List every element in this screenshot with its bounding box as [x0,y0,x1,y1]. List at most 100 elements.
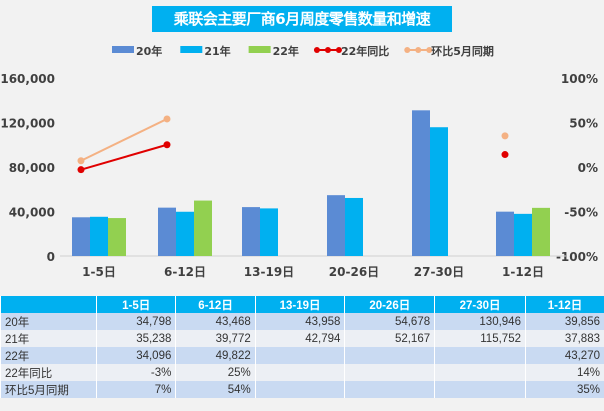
legend-marker [324,47,331,53]
legend-item: 22年同比 [313,44,389,58]
bar-21年 [430,127,448,257]
bar-20年 [412,110,430,257]
table-cell: 25% [175,364,256,381]
point-环比5月同期 [163,115,171,123]
column-header: 20-26日 [344,296,435,313]
point-22年同比 [77,166,85,174]
table-cell: 37,883 [524,330,604,347]
x-tick-label: 6-12日 [164,265,206,279]
legend-swatch [248,46,271,53]
left-tick-label: 120,000 [0,117,55,131]
column-header: 27-30日 [434,296,526,313]
table-cell: 39,772 [175,330,256,347]
table-cell: 130,946 [434,313,526,330]
bar-21年 [90,216,108,256]
column-header: 13-19日 [254,296,345,313]
bar-20年 [496,211,514,256]
table-cell [344,347,435,364]
line-22年同比 [80,143,168,171]
table-cell [344,364,435,381]
bar-20年 [327,195,345,256]
legend-item: 22年 [248,44,299,58]
bar-20年 [72,217,90,256]
table-row: 环比5月同期 7% 54% 35% [0,381,604,398]
row-label: 20年 [0,313,97,330]
legend-marker [313,47,320,53]
table-header-row: 1-5日 6-12日 13-19日 20-26日 27-30日 1-12日 [0,296,604,313]
x-tick-label: 1-12日 [502,265,544,279]
right-tick-label: 50% [569,117,598,131]
chart: 0 40,000 80,000 120,000 160,000 -100% -50% 0% 50… [0,44,598,279]
legend-item: 21年 [180,44,231,58]
legend-label: 22年 [273,44,299,58]
legend-item: 环比5月同期 [404,44,494,58]
row-label: 22年 [0,347,97,364]
bar-21年 [514,213,532,256]
data-table: 1-5日 6-12日 13-19日 20-26日 27-30日 1-12日 20年 34,79… [0,296,604,398]
point-22年同比 [501,151,509,159]
table-cell: 7% [95,381,176,398]
table-cell: 14% [524,364,604,381]
left-tick-label: 160,000 [0,72,55,86]
table-row: 20年 34,798 43,468 43,958 54,678 130,946 39,856 [0,313,604,330]
table-cell [434,347,526,364]
point-环比5月同期 [77,157,85,165]
table-cell: -3% [95,364,176,381]
table-cell: 115,752 [434,330,526,347]
legend-marker [426,47,433,53]
table-cell: 43,958 [254,313,345,330]
table-cell: 34,096 [95,347,176,364]
column-header [0,296,97,313]
legend-swatch [180,46,203,53]
bar-20年 [242,207,260,256]
table-row: 21年 35,238 39,772 42,794 52,167 115,752 37,883 [0,330,604,347]
column-header: 1-5日 [95,296,176,313]
table-cell: 43,468 [175,313,256,330]
x-tick-label: 20-26日 [329,265,379,279]
left-tick-label: 80,000 [9,161,55,175]
bar-22年 [194,200,212,256]
line-环比5月同期 [80,118,168,162]
table-cell: 35% [524,381,604,398]
table-cell: 35,238 [95,330,176,347]
table-cell [254,364,345,381]
x-tick-label: 13-19日 [244,265,294,279]
table-cell: 54% [175,381,256,398]
table-cell: 43,270 [524,347,604,364]
table-cell: 34,798 [95,313,176,330]
table-cell: 52,167 [344,330,435,347]
bar-21年 [345,197,363,256]
bar-22年 [108,218,126,256]
point-环比5月同期 [501,132,509,140]
point-22年同比 [163,141,171,149]
bar-20年 [158,207,176,256]
table-cell: 39,856 [524,313,604,330]
x-tick-label: 27-30日 [414,265,464,279]
chart-title: 乘联会主要厂商6月周度零售数量和增速 [152,6,452,32]
right-tick-label: 100% [561,72,598,86]
table-cell [344,381,435,398]
table-row: 22年 34,096 49,822 43,270 [0,347,604,364]
table-cell: 49,822 [175,347,256,364]
right-tick-label: 0% [578,161,598,175]
right-tick-label: -100% [556,250,598,264]
column-header: 1-12日 [524,296,604,313]
column-header: 6-12日 [175,296,256,313]
legend-label: 21年 [204,44,230,58]
table-cell [254,347,345,364]
table-cell [434,364,526,381]
row-label: 22年同比 [0,364,97,381]
legend-item: 20年 [112,44,162,58]
row-label: 环比5月同期 [0,381,97,398]
table-cell: 42,794 [254,330,345,347]
table-cell [434,381,526,398]
table-cell: 54,678 [344,313,435,330]
right-tick-label: -50% [564,206,598,220]
table-row: 22年同比 -3% 25% 14% [0,364,604,381]
left-tick-label: 40,000 [9,206,55,220]
table-cell [254,381,345,398]
legend-label: 22年同比 [341,44,389,58]
legend-marker [404,47,411,53]
legend-swatch [112,46,134,53]
bar-21年 [260,208,278,256]
